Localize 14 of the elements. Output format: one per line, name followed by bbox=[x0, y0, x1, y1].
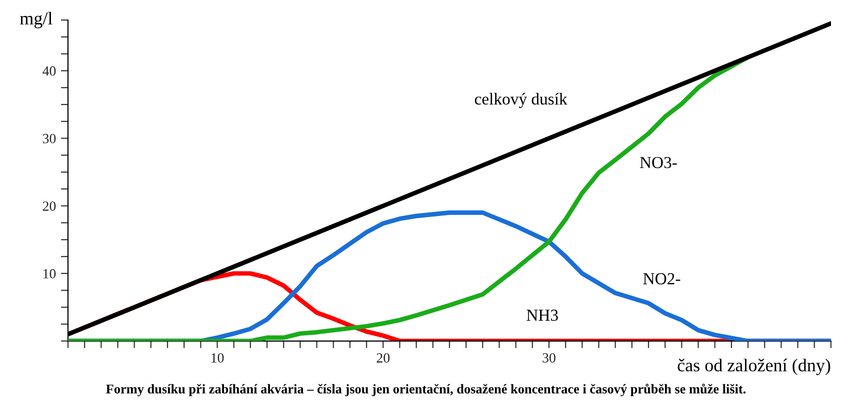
y-tick-label: 40 bbox=[42, 66, 56, 76]
y-tick-label: 30 bbox=[42, 134, 56, 144]
y-tick-label: 10 bbox=[44, 269, 56, 278]
text: Formy dusíku při zabíhání akvária – čísla jsou jen orientační, dosažené koncentrace i časový průběh se může lišit. bbox=[106, 384, 746, 396]
series-label: celkový dusík bbox=[474, 92, 568, 108]
x-tick-label: 30 bbox=[542, 353, 556, 363]
x-tick-label: 20 bbox=[376, 353, 390, 363]
series-label: NO3- bbox=[640, 156, 677, 168]
series-label: NH3 bbox=[526, 310, 558, 321]
x-tick-label: 10 bbox=[212, 353, 224, 363]
y-tick-label: 20 bbox=[42, 201, 56, 211]
y-axis-title: mg/l bbox=[20, 12, 52, 28]
x-axis-title: čas od založení (dny) bbox=[678, 358, 830, 376]
series-label: NO2- bbox=[643, 273, 680, 284]
